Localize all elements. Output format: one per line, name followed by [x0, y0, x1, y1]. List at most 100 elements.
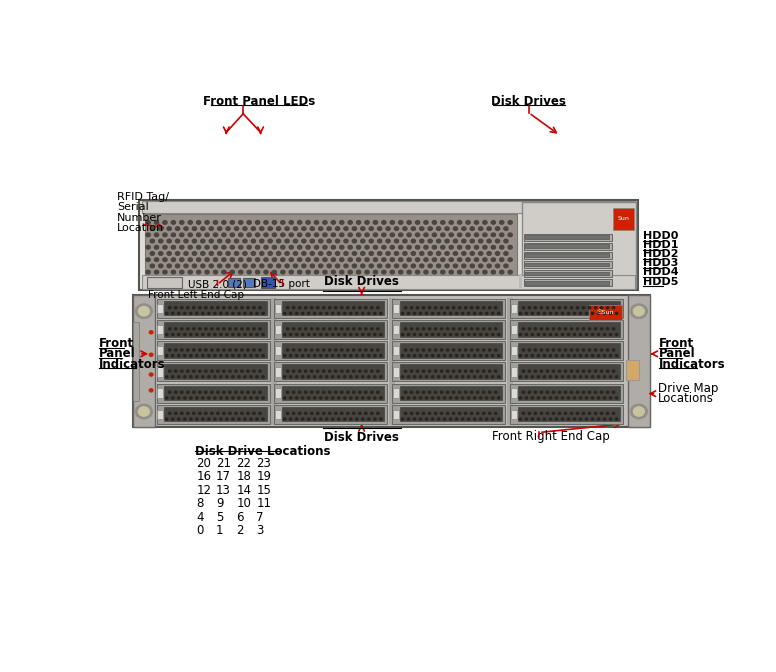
Circle shape	[456, 333, 458, 335]
Circle shape	[192, 391, 195, 393]
Text: 22: 22	[237, 457, 251, 470]
Text: 12: 12	[196, 484, 211, 497]
Text: 20: 20	[196, 457, 211, 470]
Circle shape	[379, 333, 382, 335]
Circle shape	[201, 264, 205, 267]
Circle shape	[378, 227, 382, 230]
Circle shape	[217, 227, 222, 230]
Circle shape	[151, 264, 154, 267]
Circle shape	[289, 397, 292, 399]
Circle shape	[320, 376, 322, 378]
Bar	[393, 362, 505, 382]
Circle shape	[615, 355, 618, 357]
Circle shape	[373, 258, 378, 261]
Circle shape	[178, 376, 180, 378]
Circle shape	[580, 355, 582, 357]
Circle shape	[390, 233, 394, 237]
Circle shape	[241, 349, 243, 351]
Circle shape	[449, 376, 452, 378]
Circle shape	[202, 418, 204, 420]
Circle shape	[272, 258, 276, 261]
Circle shape	[285, 251, 289, 255]
Circle shape	[241, 370, 243, 372]
Circle shape	[301, 312, 304, 314]
Circle shape	[286, 370, 289, 372]
Circle shape	[549, 355, 552, 357]
Circle shape	[163, 233, 167, 237]
Text: Number: Number	[117, 213, 161, 222]
Circle shape	[283, 418, 286, 420]
Circle shape	[230, 270, 234, 274]
Circle shape	[422, 391, 424, 393]
Circle shape	[331, 376, 334, 378]
Circle shape	[136, 405, 152, 419]
Circle shape	[344, 333, 346, 335]
Circle shape	[491, 397, 494, 399]
Circle shape	[340, 258, 344, 261]
Bar	[518, 301, 620, 315]
Circle shape	[296, 418, 298, 420]
Circle shape	[243, 227, 247, 230]
Bar	[157, 362, 269, 382]
Circle shape	[441, 413, 443, 415]
Circle shape	[424, 220, 428, 224]
Circle shape	[537, 355, 539, 357]
Circle shape	[376, 370, 379, 372]
Circle shape	[504, 264, 508, 267]
Circle shape	[331, 270, 335, 274]
Text: 11: 11	[256, 497, 272, 510]
Circle shape	[534, 391, 537, 393]
Circle shape	[401, 312, 404, 314]
Circle shape	[184, 355, 186, 357]
Circle shape	[369, 264, 373, 267]
Circle shape	[220, 397, 222, 399]
Circle shape	[604, 333, 606, 335]
Circle shape	[491, 245, 495, 249]
Circle shape	[594, 328, 597, 330]
Circle shape	[612, 370, 615, 372]
Circle shape	[262, 333, 264, 335]
Circle shape	[328, 328, 331, 330]
Circle shape	[467, 397, 470, 399]
Text: 1: 1	[216, 524, 223, 537]
Circle shape	[573, 397, 576, 399]
Circle shape	[609, 418, 611, 420]
Circle shape	[168, 370, 171, 372]
Circle shape	[352, 251, 356, 255]
Circle shape	[196, 312, 198, 314]
Circle shape	[534, 370, 537, 372]
Circle shape	[199, 349, 201, 351]
Circle shape	[250, 333, 252, 335]
Circle shape	[251, 251, 255, 255]
Circle shape	[588, 349, 591, 351]
Circle shape	[374, 397, 376, 399]
Circle shape	[378, 264, 382, 267]
Bar	[139, 200, 638, 290]
Circle shape	[283, 376, 286, 378]
Circle shape	[310, 349, 313, 351]
Circle shape	[347, 306, 349, 308]
Circle shape	[362, 333, 364, 335]
Circle shape	[497, 418, 500, 420]
Circle shape	[399, 220, 403, 224]
Circle shape	[528, 413, 531, 415]
Circle shape	[213, 233, 217, 237]
Circle shape	[470, 264, 474, 267]
Circle shape	[483, 306, 485, 308]
Circle shape	[293, 239, 297, 243]
Circle shape	[630, 304, 647, 319]
Circle shape	[414, 355, 416, 357]
Circle shape	[307, 397, 310, 399]
Circle shape	[210, 391, 213, 393]
Circle shape	[491, 418, 494, 420]
Circle shape	[615, 376, 618, 378]
Circle shape	[352, 328, 355, 330]
Circle shape	[390, 270, 394, 274]
Circle shape	[199, 370, 201, 372]
Circle shape	[151, 239, 154, 243]
Circle shape	[606, 328, 609, 330]
Circle shape	[317, 413, 319, 415]
Circle shape	[543, 355, 546, 357]
Circle shape	[205, 245, 210, 249]
Circle shape	[525, 355, 528, 357]
